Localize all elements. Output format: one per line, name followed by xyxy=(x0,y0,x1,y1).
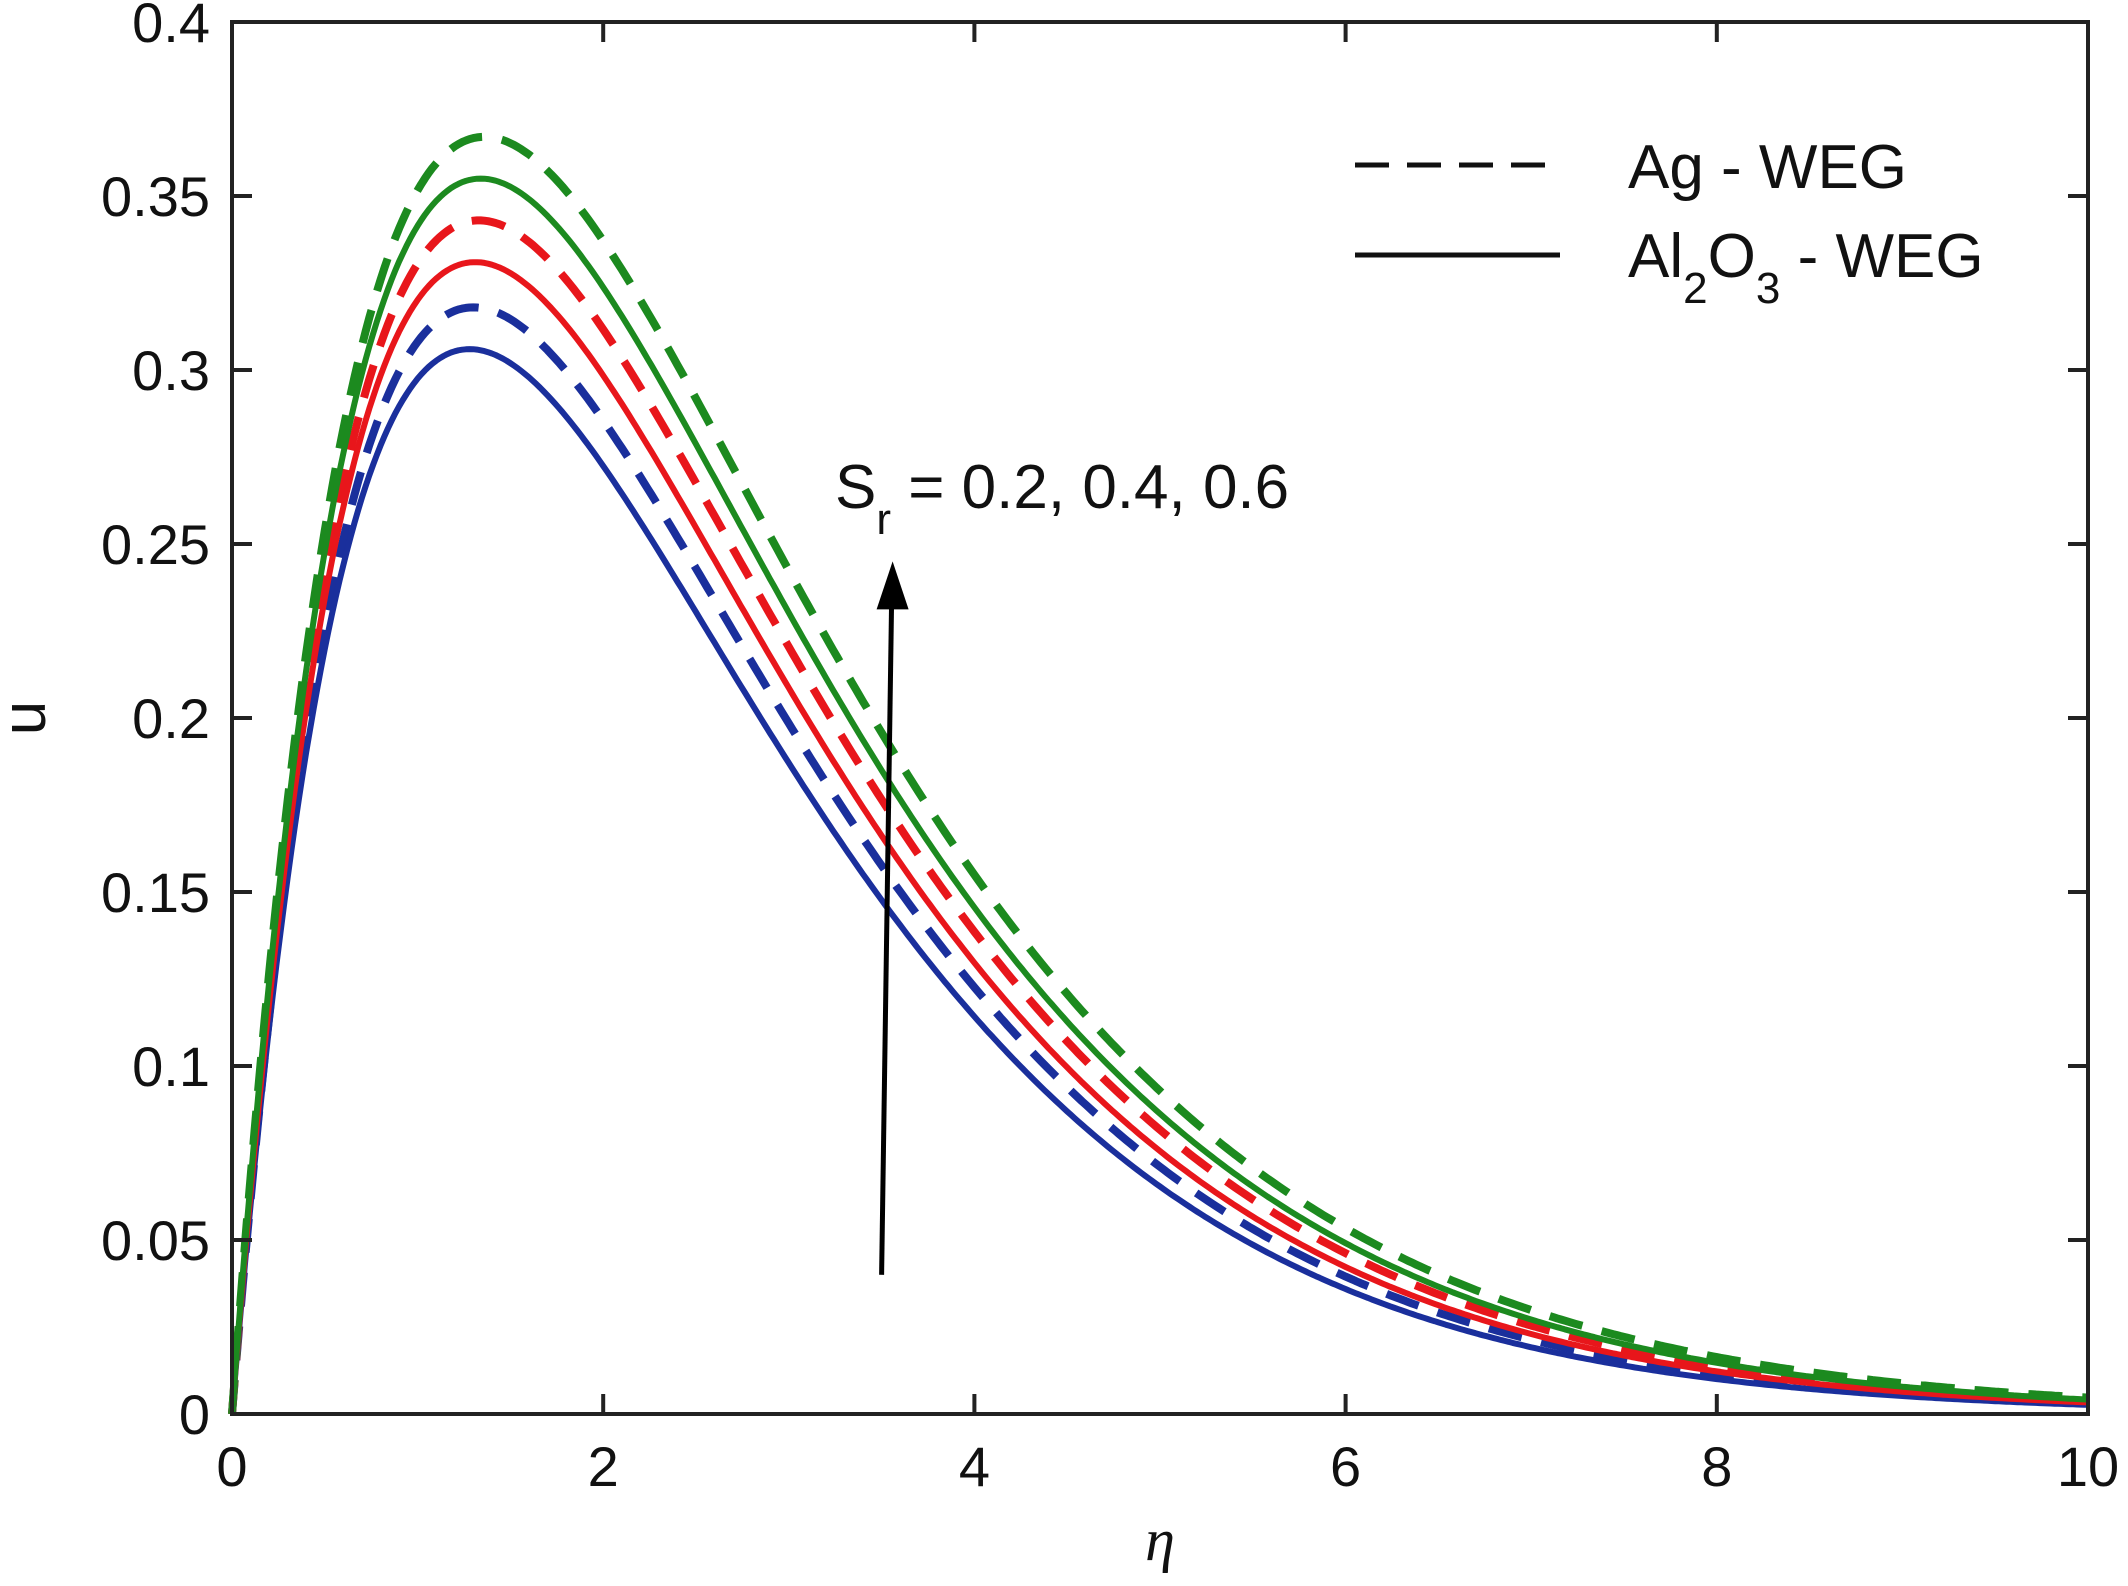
x-tick-label: 2 xyxy=(588,1435,619,1498)
y-tick-label: 0.4 xyxy=(132,0,210,54)
legend-sub-3: 3 xyxy=(1756,264,1780,313)
x-tick-label: 0 xyxy=(216,1435,247,1498)
x-tick-label: 10 xyxy=(2057,1435,2119,1498)
data-curves xyxy=(228,132,2089,1415)
x-axis-title: η xyxy=(1145,1507,1175,1573)
annotation-symbol: S xyxy=(835,453,876,522)
x-tick-label: 8 xyxy=(1701,1435,1732,1498)
legend-al: Al xyxy=(1628,222,1683,291)
legend-o: O xyxy=(1708,222,1756,291)
annotation-values: = 0.2, 0.4, 0.6 xyxy=(891,453,1289,522)
curve-ag-weg-sr-0.4 xyxy=(228,216,2089,1415)
legend-tail: - WEG xyxy=(1780,222,1983,291)
legend: Ag - WEG Al2O3 - WEG xyxy=(1355,133,1984,313)
y-tick-label: 0 xyxy=(179,1383,210,1446)
x-tick-label: 4 xyxy=(959,1435,990,1498)
legend-sub-2: 2 xyxy=(1683,264,1707,313)
y-tick-label: 0.35 xyxy=(101,165,210,228)
annotation-arrow xyxy=(879,601,895,1275)
y-tick-label: 0.3 xyxy=(132,339,210,402)
y-tick-label: 0.15 xyxy=(101,861,210,924)
y-tick-label: 0.2 xyxy=(132,687,210,750)
x-tick-label: 6 xyxy=(1330,1435,1361,1498)
curve-al2o3-weg-sr-0.2 xyxy=(229,346,2089,1415)
axis-ticks: 0 2 4 6 8 10 0 0.05 0.1 0.15 0.2 0.25 0.3 0.35 0.4 xyxy=(101,0,2119,1498)
legend-label-al2o3-weg: Al2O3 - WEG xyxy=(1628,222,1984,313)
annotation-subscript: r xyxy=(876,495,891,544)
y-axis-title: u xyxy=(0,701,59,735)
curve-al2o3-weg-sr-0.4 xyxy=(229,259,2089,1415)
y-tick-label: 0.25 xyxy=(101,513,210,576)
annotation-label: Sr = 0.2, 0.4, 0.6 xyxy=(835,453,1289,544)
curve-ag-weg-sr-0.6 xyxy=(228,132,2089,1415)
curve-al2o3-weg-sr-0.6 xyxy=(229,175,2089,1415)
annotation-arrow-head xyxy=(876,561,909,610)
y-tick-label: 0.1 xyxy=(132,1035,210,1098)
y-tick-label: 0.05 xyxy=(101,1209,210,1272)
legend-label-ag-weg: Ag - WEG xyxy=(1628,133,1907,202)
